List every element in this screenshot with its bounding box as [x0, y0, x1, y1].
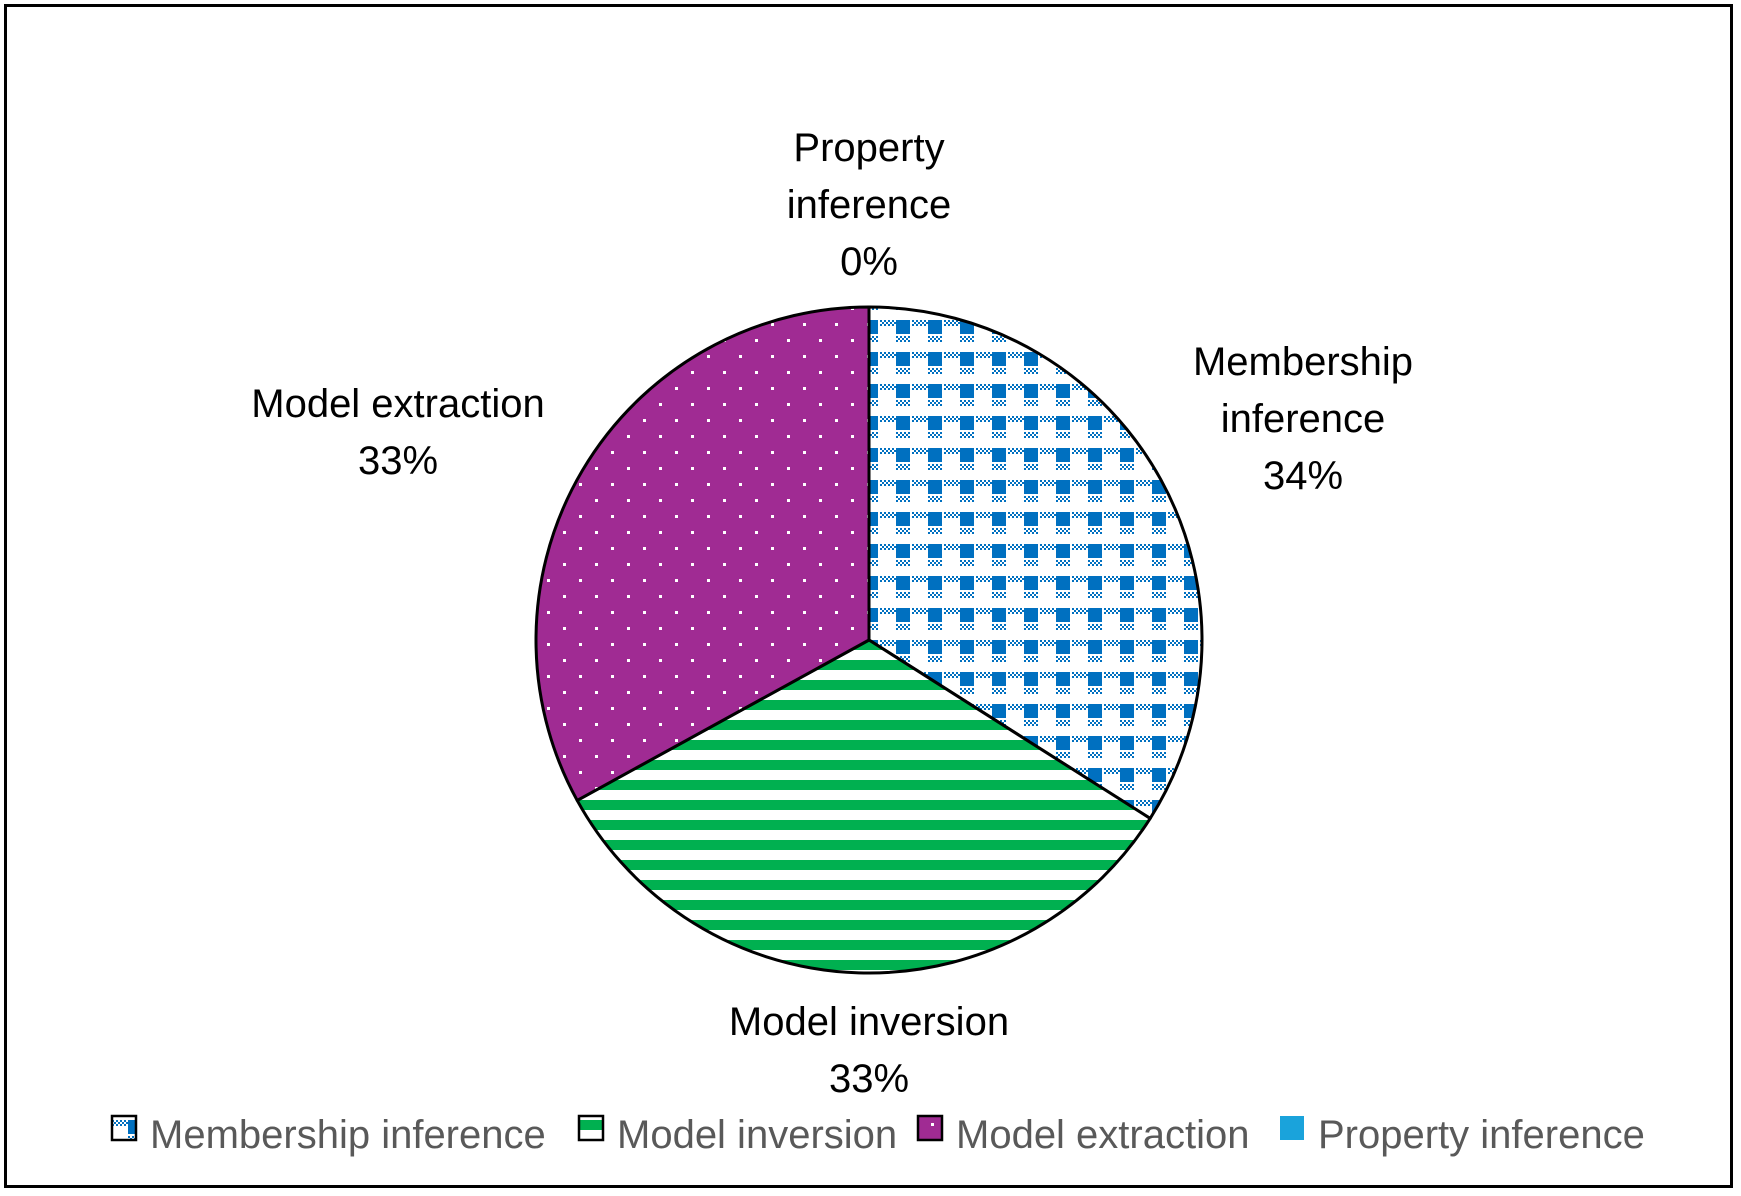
legend-item-model-inversion: Model inversion [577, 1113, 897, 1157]
legend-item-membership-inference: Membership inference [110, 1113, 546, 1157]
pie-slice-membership-inference [867, 305, 1204, 820]
legend-label-model-extraction: Model extraction [956, 1113, 1249, 1157]
legend-label-membership-inference: Membership inference [150, 1113, 546, 1157]
data-label-membership-inference: Membership inference 34% [1193, 340, 1413, 498]
legend-swatch-model-extraction [916, 1114, 944, 1142]
legend-swatch-model-inversion [577, 1114, 605, 1142]
legend-label-model-inversion: Model inversion [617, 1113, 897, 1157]
legend-label-property-inference: Property inference [1318, 1113, 1645, 1157]
legend: Membership inference Model inversion Model… [110, 1113, 1645, 1157]
legend-swatch-property-inference [1280, 1116, 1304, 1140]
data-label-model-extraction: Model extraction 33% [251, 382, 544, 483]
legend-item-property-inference: Property inference [1280, 1113, 1645, 1157]
legend-swatch-membership-inference [110, 1114, 138, 1142]
pie-slice-model-extraction [534, 305, 871, 802]
data-label-model-inversion: Model inversion 33% [729, 1000, 1009, 1101]
data-label-property-inference: Property inference 0% [787, 126, 952, 284]
legend-item-model-extraction: Model extraction [916, 1113, 1249, 1157]
